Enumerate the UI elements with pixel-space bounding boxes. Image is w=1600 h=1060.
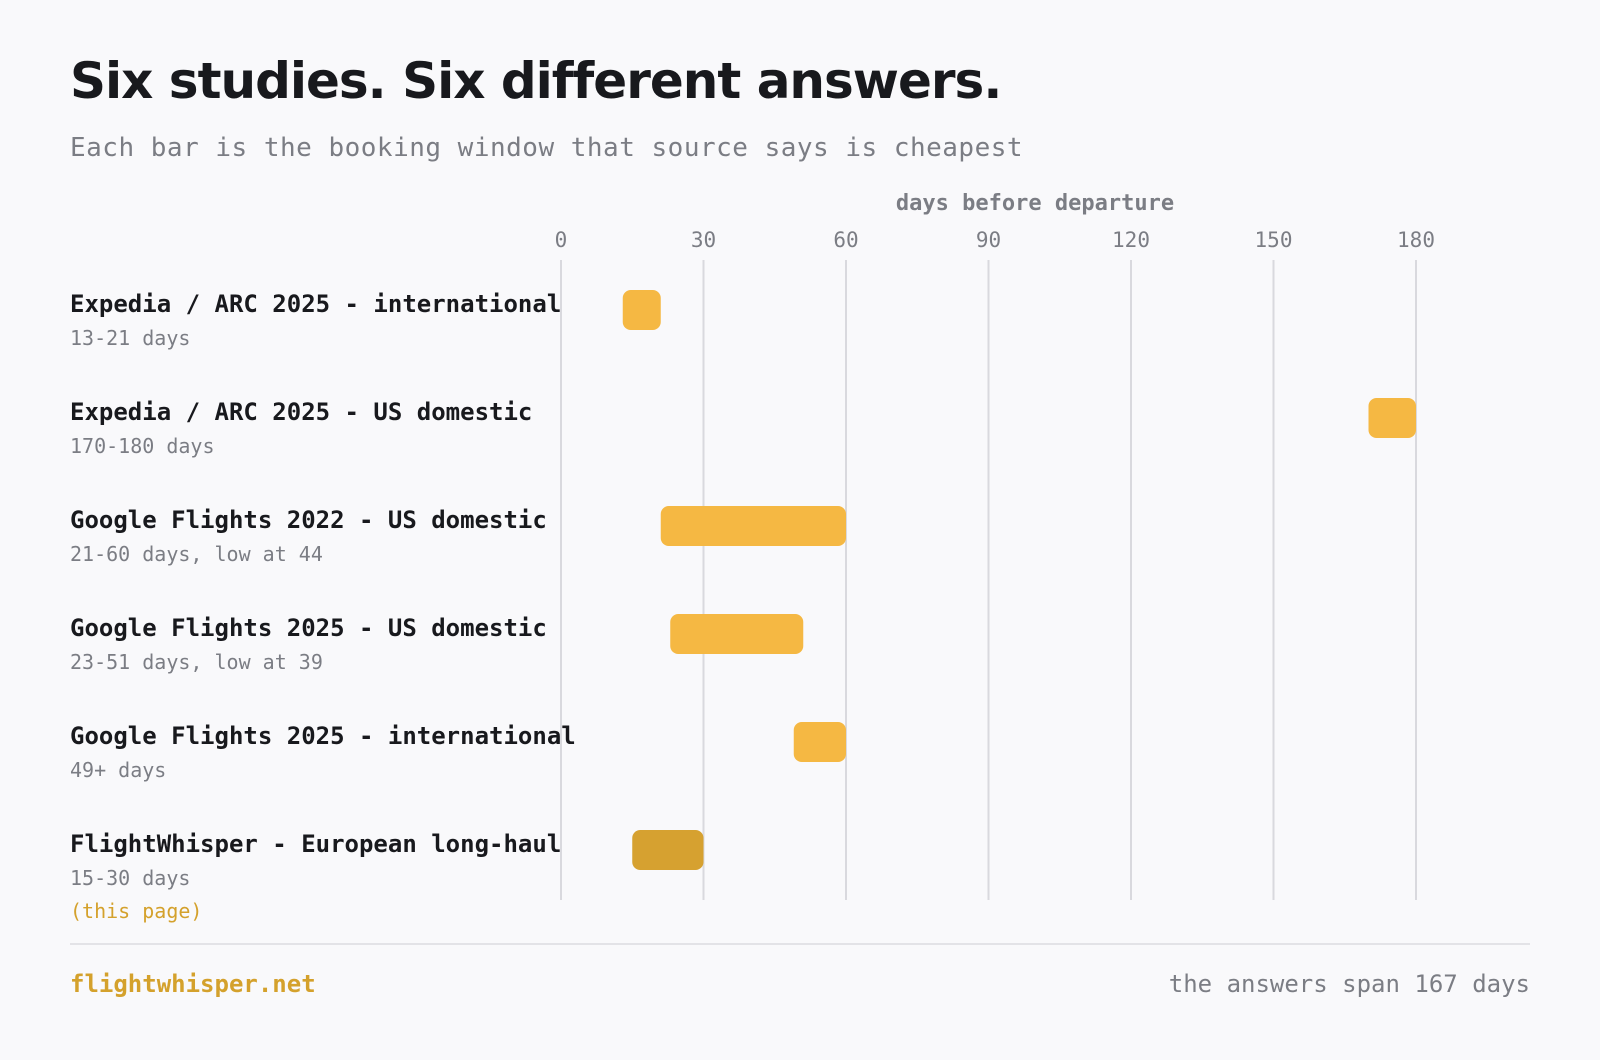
row-label: Google Flights 2025 - international [70, 722, 576, 750]
site-link[interactable]: flightwhisper.net [70, 970, 316, 998]
row-extra-note: (this page) [70, 899, 202, 923]
row-note: 23-51 days, low at 39 [70, 650, 323, 674]
range-bar [1368, 398, 1416, 438]
row-note: 49+ days [70, 758, 166, 782]
row-note: 170-180 days [70, 434, 215, 458]
range-bar [793, 722, 846, 762]
x-tick-label: 60 [833, 228, 858, 252]
row-label: Google Flights 2022 - US domestic [70, 506, 547, 534]
row-label: Expedia / ARC 2025 - US domestic [70, 398, 532, 426]
x-tick-label: 150 [1255, 228, 1293, 252]
row-note: 13-21 days [70, 326, 190, 350]
x-tick-label: 120 [1112, 228, 1150, 252]
range-bar [670, 614, 804, 654]
row-label: Expedia / ARC 2025 - international [70, 290, 561, 318]
row-note: 21-60 days, low at 44 [70, 542, 323, 566]
chart-subtitle: Each bar is the booking window that sour… [70, 133, 1024, 163]
x-tick-label: 30 [691, 228, 716, 252]
range-bar [660, 506, 846, 546]
range-bar [622, 290, 661, 330]
row-label: Google Flights 2025 - US domestic [70, 614, 547, 642]
row-label: FlightWhisper - European long-haul [70, 830, 561, 858]
x-tick-label: 0 [555, 228, 568, 252]
footer-summary: the answers span 167 days [1168, 970, 1530, 998]
chart-title: Six studies. Six different answers. [70, 52, 1002, 110]
x-tick-label: 90 [976, 228, 1001, 252]
row-note: 15-30 days [70, 866, 190, 890]
footer-divider [70, 943, 1530, 945]
range-chart: days before departure 0 30 60 90 120 150 180 E… [70, 191, 1435, 923]
range-bar-highlight [632, 830, 704, 870]
x-axis-label: days before departure [896, 191, 1174, 216]
x-tick-label: 180 [1397, 228, 1435, 252]
